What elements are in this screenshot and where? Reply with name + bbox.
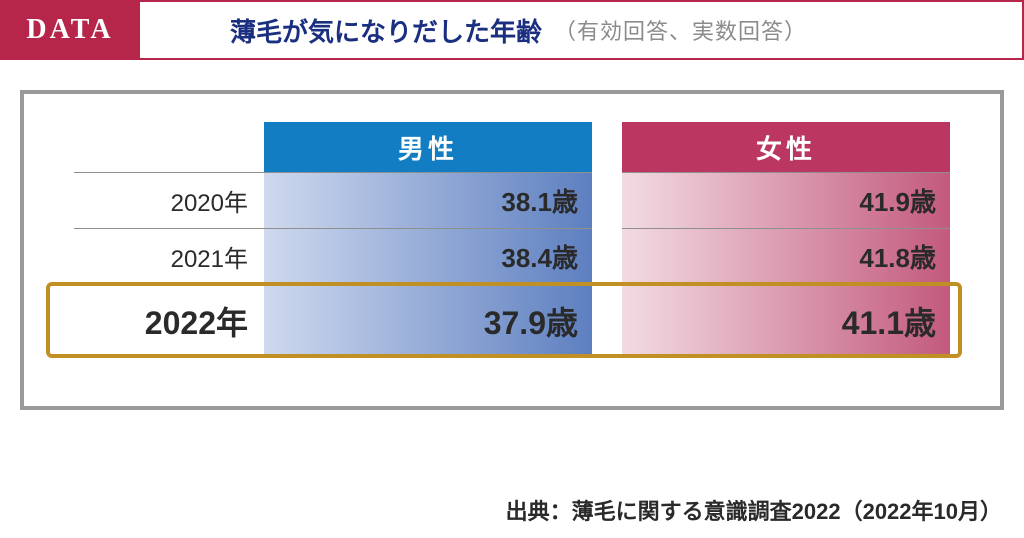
- male-value-cell: 37.9歳: [264, 284, 592, 356]
- female-value-cell: 41.1歳: [622, 284, 950, 356]
- table-body: 2020年38.1歳41.9歳2021年38.4歳41.8歳2022年37.9歳…: [74, 172, 950, 356]
- page-title: 薄毛が気になりだした年齢: [230, 12, 542, 49]
- table-row: 2021年38.4歳 41.8歳: [74, 228, 950, 284]
- chart-frame: 男性 女性 2020年38.1歳41.9歳2021年38.4歳41.8歳2022…: [20, 90, 1004, 410]
- male-value-cell: 38.4歳: [264, 228, 592, 284]
- male-value-cell: 38.1歳: [264, 172, 592, 228]
- data-badge: DATA: [0, 0, 140, 60]
- table-row: 2020年38.1歳 41.9歳: [74, 172, 950, 228]
- col-header-male: 男性: [264, 122, 592, 172]
- title-wrap: 薄毛が気になりだした年齢 （有効回答、実数回答）: [140, 0, 1024, 60]
- gap-cell: [592, 284, 622, 356]
- gap-cell: [592, 228, 622, 284]
- year-cell: 2021年: [74, 228, 264, 284]
- year-cell: 2020年: [74, 172, 264, 228]
- col-header-female: 女性: [622, 122, 950, 172]
- female-value-cell: 41.9歳: [622, 172, 950, 228]
- table-header: 男性 女性: [74, 122, 950, 172]
- year-cell: 2022年: [74, 284, 264, 356]
- table-row: 2022年37.9歳 41.1歳: [74, 284, 950, 356]
- female-value-cell: 41.8歳: [622, 228, 950, 284]
- header-spacer: [74, 122, 264, 172]
- gap-cell: [592, 172, 622, 228]
- page-subtitle: （有効回答、実数回答）: [554, 14, 807, 46]
- header-row: DATA 薄毛が気になりだした年齢 （有効回答、実数回答）: [0, 0, 1024, 60]
- header-gap: [592, 122, 622, 172]
- source-citation: 出典：薄毛に関する意識調査2022（2022年10月）: [506, 494, 1002, 526]
- data-table: 男性 女性 2020年38.1歳41.9歳2021年38.4歳41.8歳2022…: [74, 122, 950, 356]
